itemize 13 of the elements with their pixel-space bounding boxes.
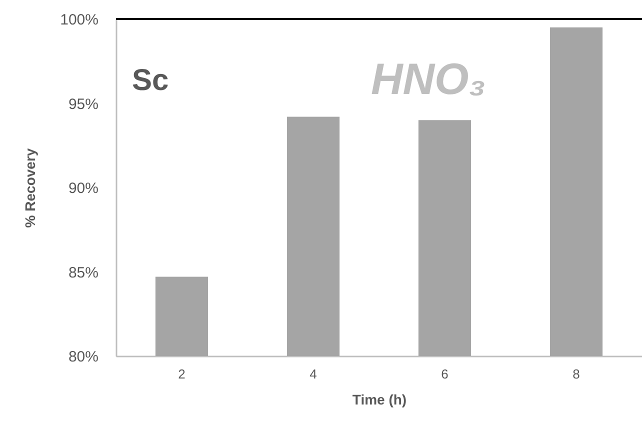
y-tick-label: 85% <box>68 264 98 282</box>
x-tick-label: 4 <box>310 366 317 382</box>
y-tick-label: 95% <box>68 96 98 113</box>
y-tick-label: 90% <box>68 180 98 197</box>
annotation: HNO₃ <box>371 55 486 104</box>
y-tick-label: 80% <box>68 348 98 366</box>
x-tick-label: 2 <box>178 366 186 382</box>
x-tick-label: 8 <box>572 366 580 382</box>
y-axis-title: % Recovery <box>22 148 38 228</box>
x-tick-label: 6 <box>441 366 448 382</box>
annotation: Sc <box>132 64 169 97</box>
x-axis-title: Time (h) <box>352 392 407 408</box>
y-tick-label: 100% <box>60 12 98 28</box>
